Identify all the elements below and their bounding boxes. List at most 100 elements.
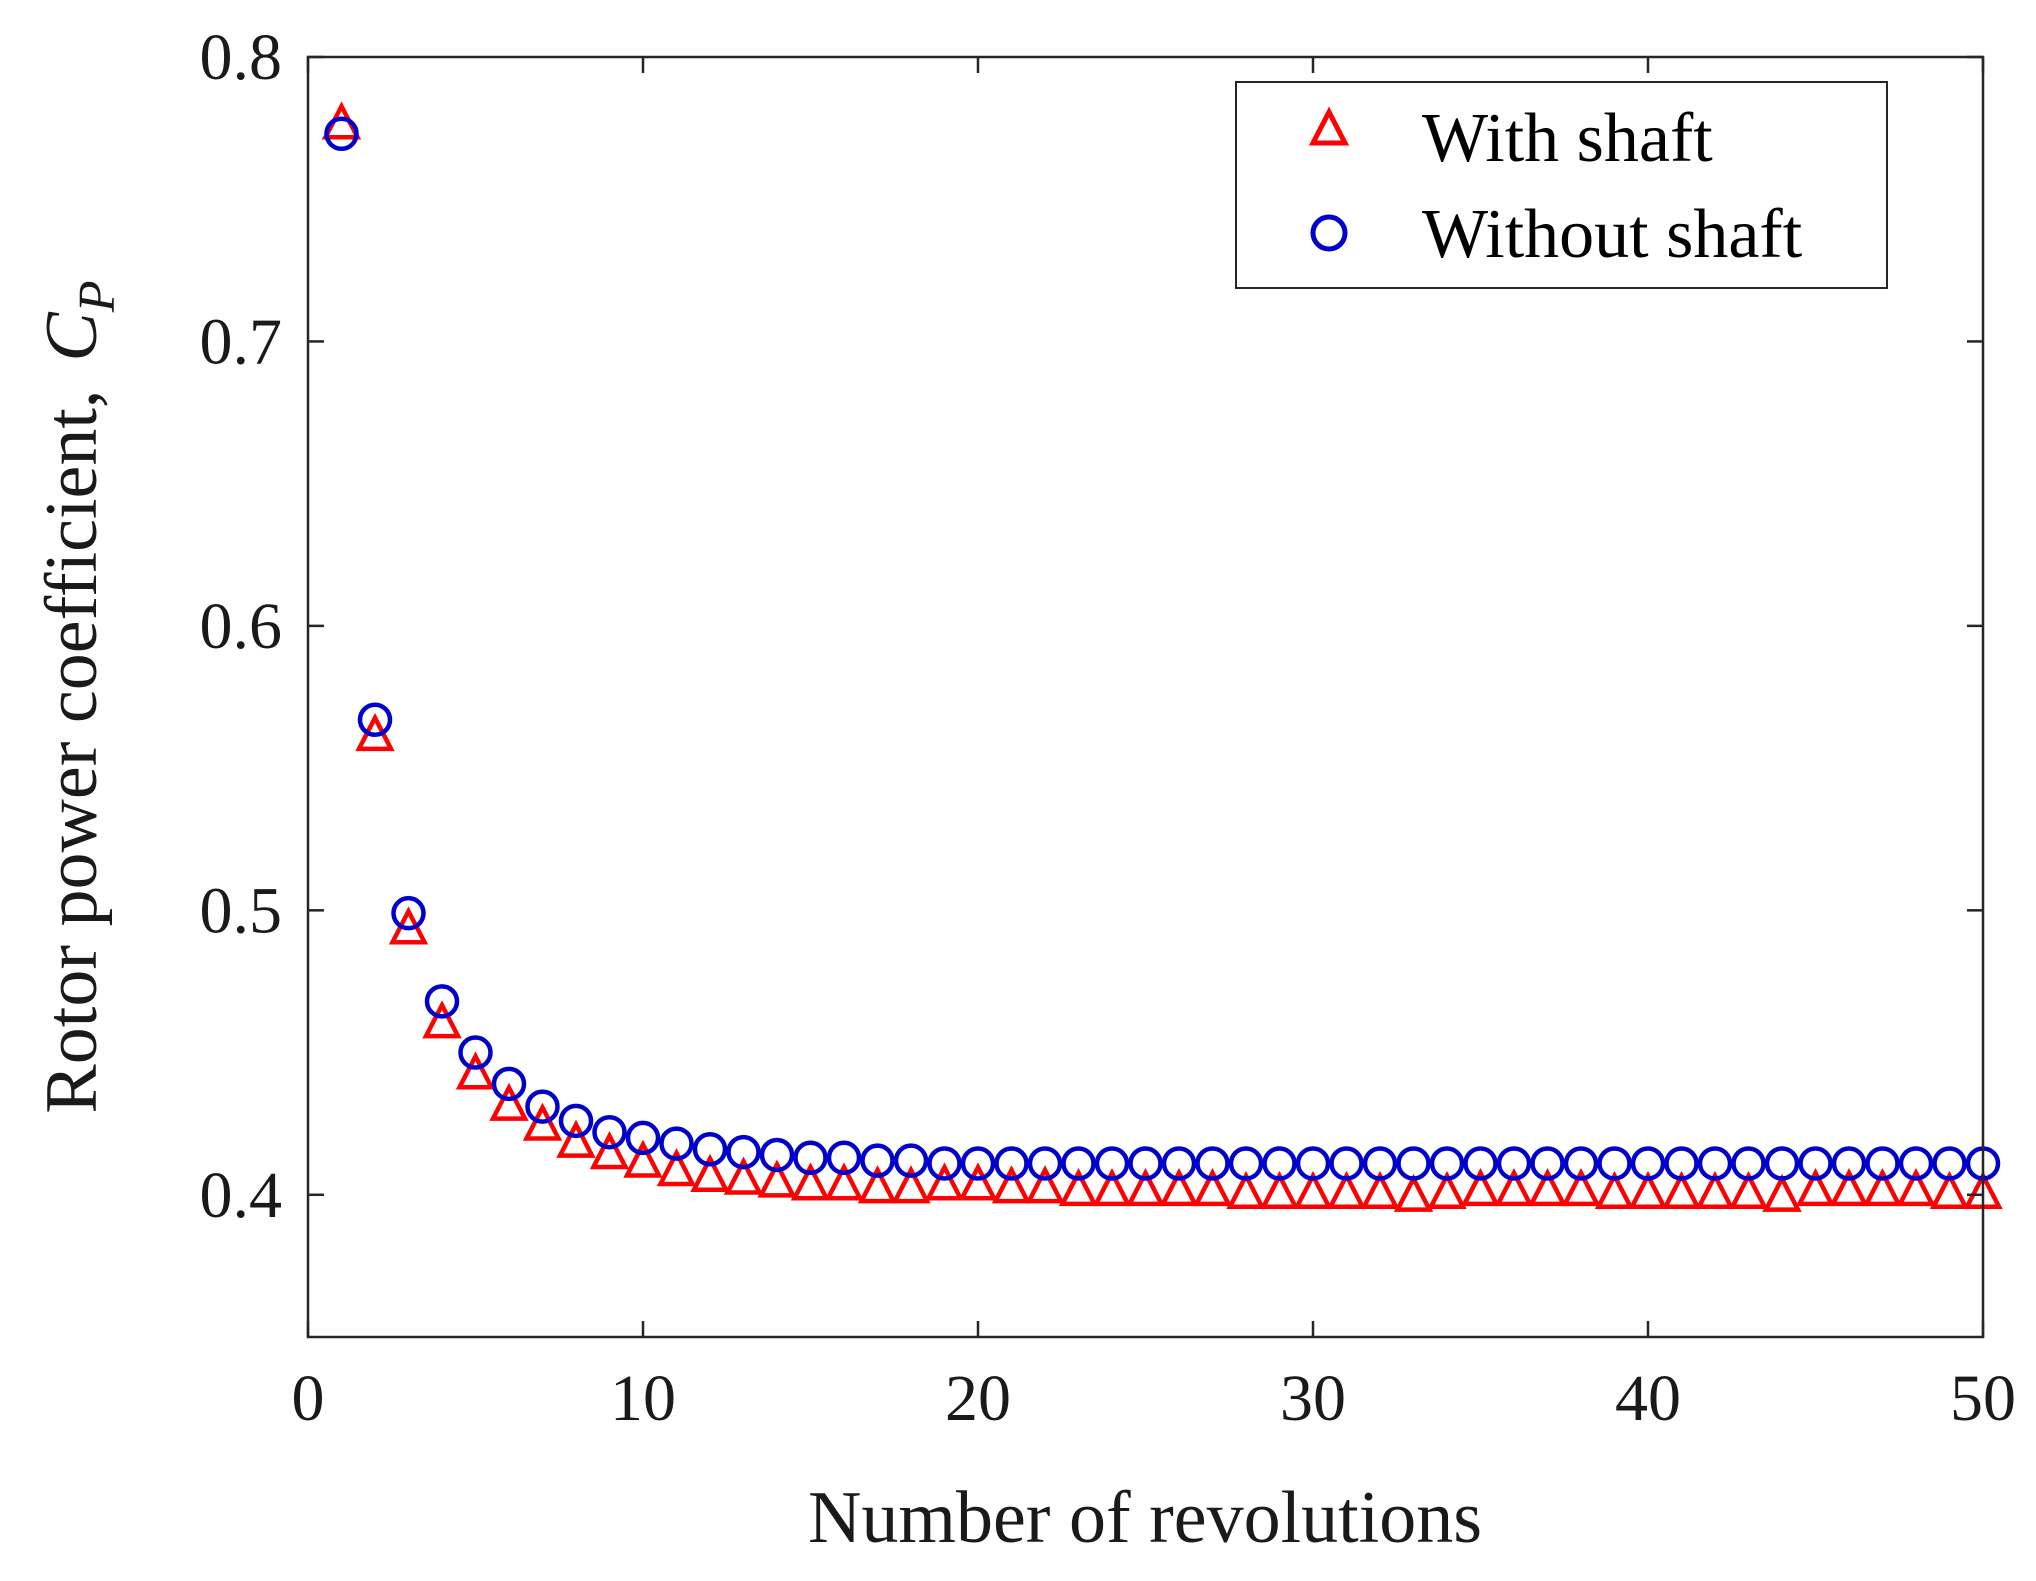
point-with-shaft-28 (1226, 1170, 1266, 1210)
point-with-shaft-25 (1125, 1168, 1166, 1207)
point-with-shaft-29 (1259, 1170, 1300, 1210)
point-without-shaft-46 (1831, 1146, 1867, 1181)
point-with-shaft-36 (1494, 1168, 1534, 1207)
point-with-shaft-18 (891, 1165, 931, 1204)
y-tick-label-0: 0.4 (200, 1159, 283, 1232)
point-without-shaft-38 (1563, 1146, 1599, 1181)
point-without-shaft-49 (1932, 1146, 1967, 1181)
point-with-shaft-46 (1829, 1168, 1869, 1207)
point-with-shaft-7 (522, 1102, 563, 1141)
point-without-shaft-23 (1061, 1146, 1096, 1181)
point-with-shaft-6 (489, 1082, 529, 1121)
point-without-shaft-24 (1094, 1146, 1130, 1181)
point-without-shaft-32 (1362, 1146, 1398, 1181)
y-tick-label-3: 0.7 (200, 305, 283, 378)
point-without-shaft-20 (960, 1146, 996, 1181)
point-with-shaft-38 (1561, 1168, 1601, 1207)
point-with-shaft-24 (1092, 1168, 1132, 1207)
x-tick-label-4: 40 (1615, 1362, 1681, 1435)
point-with-shaft-20 (958, 1162, 998, 1201)
point-without-shaft-12 (692, 1132, 728, 1167)
x-axis-tick-labels: 0 10 20 30 40 50 (292, 1362, 2017, 1435)
point-without-shaft-4 (424, 984, 460, 1019)
y-tick-label-2: 0.6 (200, 590, 283, 663)
point-without-shaft-36 (1496, 1146, 1532, 1181)
x-tick-label-2: 20 (945, 1362, 1011, 1435)
point-without-shaft-47 (1865, 1146, 1900, 1181)
legend-box (1235, 81, 1888, 289)
point-without-shaft-17 (860, 1143, 895, 1178)
point-without-shaft-8 (558, 1103, 594, 1139)
point-without-shaft-18 (893, 1143, 929, 1178)
point-with-shaft-17 (857, 1165, 898, 1204)
point-with-shaft-34 (1427, 1170, 1467, 1210)
point-without-shaft-26 (1161, 1146, 1197, 1181)
point-with-shaft-10 (623, 1139, 663, 1178)
point-with-shaft-31 (1326, 1170, 1367, 1210)
point-without-shaft-21 (994, 1146, 1029, 1181)
point-with-shaft-49 (1929, 1170, 1970, 1210)
point-without-shaft-31 (1329, 1146, 1364, 1181)
point-with-shaft-13 (723, 1156, 764, 1195)
point-with-shaft-12 (690, 1153, 730, 1192)
point-without-shaft-10 (625, 1120, 661, 1156)
point-without-shaft-9 (592, 1114, 627, 1150)
point-with-shaft-11 (656, 1148, 697, 1187)
point-with-shaft-44 (1762, 1173, 1802, 1212)
point-with-shaft-15 (790, 1162, 831, 1201)
point-with-shaft-40 (1628, 1170, 1668, 1210)
point-without-shaft-5 (458, 1035, 493, 1070)
point-with-shaft-48 (1896, 1168, 1936, 1207)
point-without-shaft-6 (491, 1066, 527, 1102)
point-without-shaft-1 (324, 116, 359, 152)
point-without-shaft-7 (525, 1089, 560, 1124)
point-without-shaft-30 (1295, 1146, 1331, 1181)
point-with-shaft-35 (1460, 1168, 1501, 1207)
point-without-shaft-37 (1530, 1146, 1565, 1181)
point-without-shaft-34 (1429, 1146, 1465, 1181)
point-with-shaft-45 (1795, 1168, 1836, 1207)
point-without-shaft-16 (826, 1140, 862, 1176)
y-axis-label-subscript: P (69, 280, 126, 313)
point-with-shaft-5 (455, 1051, 496, 1090)
point-without-shaft-3 (391, 895, 426, 931)
point-without-shaft-42 (1697, 1146, 1733, 1181)
point-without-shaft-41 (1664, 1146, 1699, 1181)
point-with-shaft-21 (991, 1165, 1032, 1204)
y-axis-label-symbol: C (31, 311, 113, 362)
point-without-shaft-13 (726, 1134, 761, 1170)
point-with-shaft-9 (589, 1131, 630, 1170)
point-without-shaft-44 (1764, 1146, 1800, 1181)
axis-ticks (306, 55, 1985, 1337)
point-with-shaft-42 (1695, 1170, 1735, 1210)
point-with-shaft-23 (1058, 1168, 1099, 1207)
point-without-shaft-29 (1262, 1146, 1297, 1181)
point-without-shaft-40 (1630, 1146, 1666, 1181)
point-without-shaft-14 (759, 1137, 795, 1173)
y-tick-label-4: 0.8 (200, 21, 283, 94)
point-with-shaft-41 (1661, 1170, 1702, 1210)
point-without-shaft-45 (1798, 1146, 1833, 1181)
point-with-shaft-14 (757, 1159, 797, 1198)
legend: With shaft Without shaft (1235, 81, 1888, 289)
point-without-shaft-27 (1195, 1146, 1230, 1181)
point-with-shaft-26 (1159, 1168, 1199, 1207)
plot-area-frame (306, 55, 1985, 1339)
x-tick-label-5: 50 (1950, 1362, 2016, 1435)
point-with-shaft-19 (924, 1162, 965, 1201)
point-with-shaft-43 (1728, 1170, 1769, 1210)
point-with-shaft-30 (1293, 1170, 1333, 1210)
point-without-shaft-43 (1731, 1146, 1766, 1181)
point-without-shaft-2 (357, 702, 393, 738)
point-with-shaft-8 (556, 1119, 596, 1158)
point-with-shaft-22 (1025, 1165, 1065, 1204)
point-with-shaft-32 (1360, 1170, 1400, 1210)
point-with-shaft-37 (1527, 1168, 1568, 1207)
legend-marker-with-shaft (1308, 106, 1350, 146)
point-without-shaft-35 (1463, 1146, 1498, 1181)
x-axis-label: Number of revolutions (808, 1477, 1482, 1559)
y-axis-label-text: Rotor power coefficient, (31, 390, 113, 1114)
y-tick-label-1: 0.5 (200, 874, 283, 947)
point-without-shaft-19 (927, 1146, 962, 1181)
point-without-shaft-15 (793, 1140, 828, 1176)
